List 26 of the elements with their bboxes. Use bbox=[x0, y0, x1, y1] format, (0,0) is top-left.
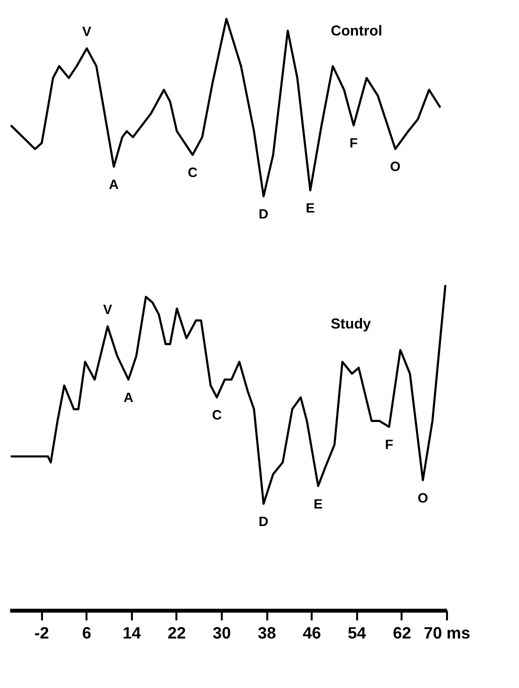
annotation: F bbox=[384, 437, 394, 452]
annotation: D bbox=[258, 514, 269, 530]
annotation: V bbox=[103, 302, 112, 317]
annotation: D bbox=[258, 206, 269, 222]
series-label: Control bbox=[330, 24, 382, 40]
annotation: E bbox=[306, 200, 315, 216]
annotation: O bbox=[418, 490, 428, 506]
annotation: A bbox=[124, 390, 134, 405]
x-tick-label: 54 bbox=[348, 624, 367, 643]
annotation: C bbox=[212, 408, 222, 423]
x-tick-label: -2 bbox=[34, 624, 49, 643]
x-tick-label: 70 ms bbox=[424, 624, 470, 643]
x-tick-label: 62 bbox=[392, 624, 412, 643]
annotation: E bbox=[314, 496, 323, 512]
annotation: C bbox=[188, 165, 198, 180]
annotation: F bbox=[349, 136, 358, 151]
x-tick-label: 38 bbox=[258, 624, 276, 643]
annotation: V bbox=[82, 24, 92, 39]
text: Study bbox=[330, 316, 371, 332]
x-tick-label: 46 bbox=[302, 624, 322, 643]
x-tick-label: 14 bbox=[122, 624, 142, 643]
x-tick-label: 22 bbox=[168, 624, 186, 643]
x-tick-label: 6 bbox=[82, 624, 92, 643]
x-tick-label: 30 bbox=[212, 624, 231, 643]
annotation: O bbox=[390, 159, 401, 174]
annotation: A bbox=[108, 176, 119, 192]
